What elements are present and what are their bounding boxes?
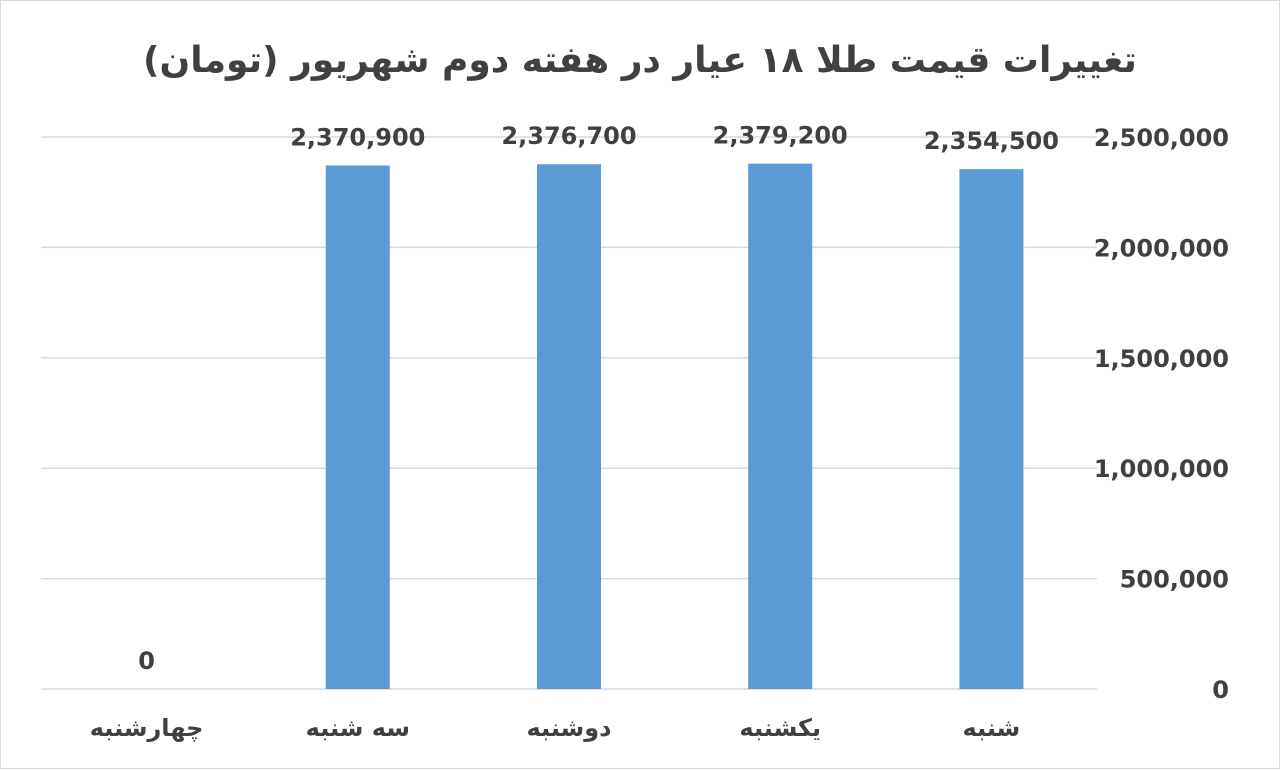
- y-tick-label: 2,500,000: [1094, 124, 1229, 152]
- y-tick-label: 1,500,000: [1094, 345, 1229, 373]
- y-tick-label: 2,000,000: [1094, 234, 1229, 262]
- bar: [959, 169, 1024, 689]
- data-label: 0: [138, 647, 155, 675]
- x-tick-label: دوشنبه: [527, 714, 612, 742]
- bar: [325, 165, 390, 690]
- x-tick-label: چهارشنبه: [90, 714, 204, 742]
- bar: [537, 164, 601, 690]
- y-tick-label: 1,000,000: [1094, 455, 1229, 483]
- y-tick-label: 0: [1212, 676, 1229, 704]
- data-label: 2,370,900: [290, 124, 425, 152]
- y-tick-label: 500,000: [1120, 566, 1229, 594]
- bar: [748, 163, 813, 690]
- data-label: 2,376,700: [501, 122, 636, 150]
- chart-title: تغییرات قیمت طلا ۱۸ عیار در هفته دوم شهر…: [143, 40, 1137, 81]
- data-label: 2,354,500: [924, 127, 1059, 155]
- x-tick-label: سه شنبه: [306, 714, 410, 742]
- x-tick-label: یکشنبه: [739, 714, 821, 742]
- data-label: 2,379,200: [713, 122, 848, 150]
- x-tick-label: شنبه: [963, 714, 1021, 742]
